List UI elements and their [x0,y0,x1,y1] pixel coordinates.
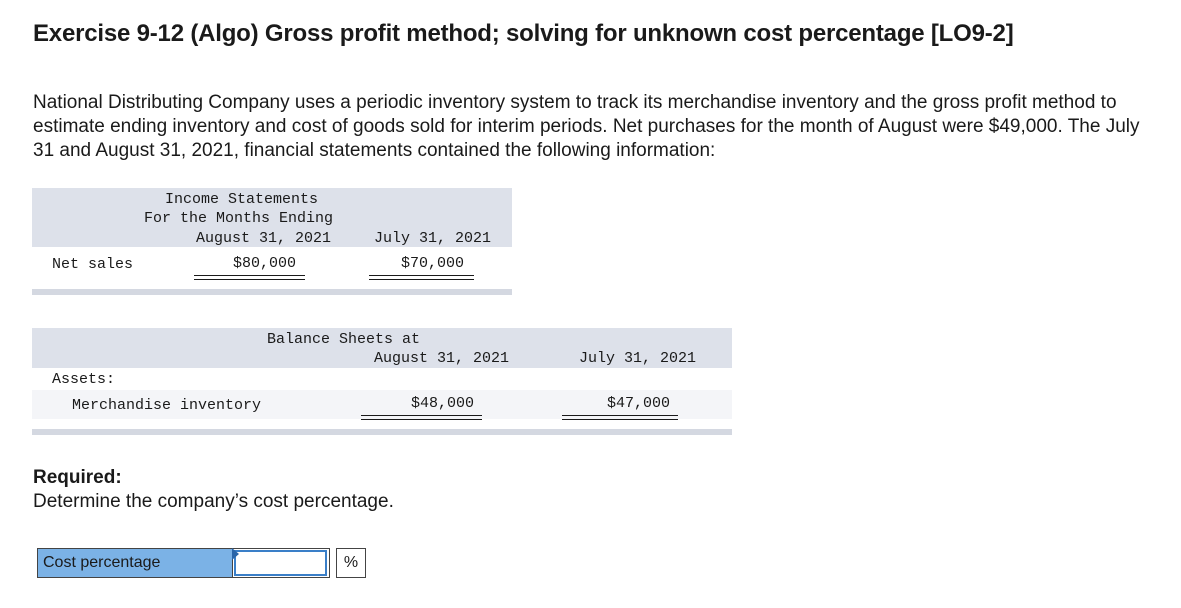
inventory-august: $48,000 [411,395,475,412]
double-underline [562,415,678,420]
required-label: Required: [33,467,122,488]
income-statement-subheading: For the Months Ending [144,210,334,227]
net-sales-july: $70,000 [401,255,465,272]
inventory-row-bg [32,390,732,419]
income-statement-col-august: August 31, 2021 [196,230,332,247]
input-marker-icon [232,548,239,560]
income-statement-col-july: July 31, 2021 [374,230,492,247]
balance-sheet-col-july: July 31, 2021 [579,350,697,367]
cost-percentage-label: Cost percentage [37,548,233,578]
required-text: Determine the company’s cost percentage. [33,491,394,512]
double-underline [194,275,305,280]
answer-row: Cost percentage % [37,548,366,578]
exercise-intro: National Distributing Company uses a per… [33,92,1140,161]
income-statement-footer-bar [32,289,512,295]
income-statement-heading: Income Statements [165,191,319,208]
double-underline [361,415,482,420]
net-sales-august: $80,000 [233,255,297,272]
inventory-july: $47,000 [607,395,671,412]
percent-unit: % [336,548,366,578]
income-statement-header-bg [32,188,512,247]
assets-label: Assets: [52,371,116,388]
exercise-title: Exercise 9-12 (Algo) Gross profit method… [33,20,1014,47]
cost-percentage-input[interactable] [234,550,327,576]
merchandise-inventory-label: Merchandise inventory [72,397,262,414]
balance-sheet-heading: Balance Sheets at [267,331,421,348]
cost-percentage-cell [232,548,330,578]
balance-sheet-header-bg [32,328,732,368]
balance-sheet-col-august: August 31, 2021 [374,350,510,367]
net-sales-label: Net sales [52,256,134,273]
double-underline [369,275,474,280]
balance-sheet-footer-bar [32,429,732,435]
